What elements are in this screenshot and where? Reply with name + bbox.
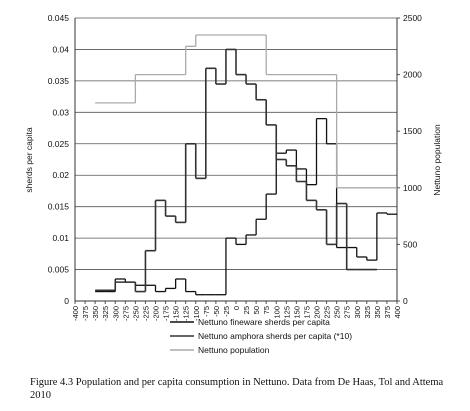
x-tick-label: -200 (152, 306, 161, 321)
x-tick-label: 50 (252, 306, 261, 314)
x-tick-label: 375 (383, 306, 392, 319)
y-tick-label: 0.015 (48, 202, 70, 212)
y-tick-label: 0.005 (48, 265, 70, 275)
x-tick-label: 225 (323, 306, 332, 319)
y2-tick-label: 500 (403, 239, 417, 249)
y-tick-label: 0.04 (52, 44, 69, 54)
x-tick-label: 325 (363, 306, 372, 319)
y-tick-label: 0 (64, 296, 69, 306)
x-tick-label: 350 (373, 306, 382, 319)
x-tick-label: 75 (262, 306, 271, 314)
chart: sherds per capita Nettuno population 0 0.… (24, 13, 442, 355)
x-tick-label: -400 (71, 306, 80, 321)
x-tick-label: 300 (353, 306, 362, 319)
x-tick-label: -100 (192, 306, 201, 321)
y-tick-label: 0.025 (48, 139, 70, 149)
x-tick-label: -250 (131, 306, 140, 321)
y-tick-label: 0.03 (52, 107, 69, 117)
x-tick-label: -50 (212, 306, 221, 317)
x-tick-label: 0 (232, 306, 241, 310)
x-tick-label: -300 (111, 306, 120, 321)
x-tick-label: 150 (292, 306, 301, 319)
legend-label: Nettuno fineware sherds per capita (198, 317, 330, 327)
y2-tick-label: 1000 (403, 183, 422, 193)
y2-tick-label: 0 (403, 296, 408, 306)
y2-tick-label: 1500 (403, 126, 422, 136)
legend-label: Nettuno amphora sherds per capita (*10) (198, 331, 352, 341)
x-tick-label: -75 (202, 306, 211, 317)
y-tick-label: 0.01 (52, 233, 69, 243)
x-tick-label: 175 (302, 306, 311, 319)
x-tick-label: -325 (101, 306, 110, 321)
x-tick-label: -350 (91, 306, 100, 321)
x-tick-label: -150 (172, 306, 181, 321)
x-tick-label: -25 (222, 306, 231, 317)
x-tick-label: -125 (182, 306, 191, 321)
caption: Figure 4.3 Population and per capita con… (30, 377, 444, 401)
legend-label: Nettuno population (198, 345, 270, 355)
y2-tick-label: 2500 (403, 13, 422, 23)
y2-axis-label: Nettuno population (432, 124, 442, 196)
x-tick-label: -375 (81, 306, 90, 321)
x-tick-label: -275 (121, 306, 130, 321)
y-tick-label: 0.02 (52, 170, 69, 180)
x-tick-label: 400 (393, 306, 402, 319)
y2-tick-label: 2000 (403, 70, 422, 80)
y-axis-label: sherds per capita (24, 127, 34, 192)
x-tick-label: 100 (272, 306, 281, 319)
y-tick-label: 0.045 (48, 13, 70, 23)
x-tick-label: -225 (141, 306, 150, 321)
x-tick-label: -175 (162, 306, 171, 321)
x-tick-label: 125 (282, 306, 291, 319)
x-tick-label: 200 (313, 306, 322, 319)
x-tick-label: 250 (333, 306, 342, 319)
x-tick-label: 25 (242, 306, 251, 314)
x-tick-label: 275 (343, 306, 352, 319)
y-tick-label: 0.035 (48, 76, 70, 86)
